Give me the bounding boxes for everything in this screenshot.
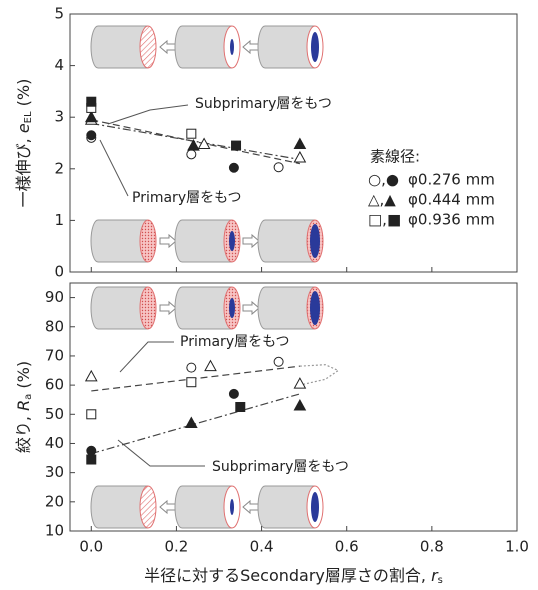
arrow [160, 235, 176, 247]
y-axis-label: 絞り, Ra (%) [14, 361, 35, 453]
label-part: (%) [14, 79, 33, 112]
marker-square [87, 410, 96, 419]
y-tick-label: 20 [45, 492, 64, 510]
x-tick-label: 0.8 [420, 538, 444, 556]
x-axis-label: 半径に対するSecondary層厚さの割合, rs [144, 566, 443, 587]
cylinder-core [310, 224, 320, 258]
y-tick-label: 0 [54, 263, 64, 281]
cylinder-core [230, 499, 234, 515]
marker-square [187, 129, 196, 138]
y-tick-label: 1 [54, 211, 64, 229]
marker-triangle [86, 371, 97, 381]
x-tick-label: 0.0 [79, 538, 103, 556]
marker-circle [87, 131, 96, 140]
label-part: 絞り, [14, 411, 33, 453]
leader-line [108, 105, 188, 124]
marker-triangle [186, 418, 197, 428]
marker-circle [229, 163, 238, 172]
figure: Subprimary層をもつ Primary層をもつ Primary層をもつ S… [0, 0, 538, 590]
marker-triangle [294, 152, 305, 162]
y-tick-label: 40 [45, 434, 64, 452]
leader-line [118, 440, 205, 466]
x-tick-label: 0.4 [250, 538, 274, 556]
legend-label: φ0.936 mm [408, 211, 495, 229]
label-part: (%) [14, 361, 33, 394]
annotation: Subprimary層をもつ [195, 96, 332, 112]
arrow [243, 41, 259, 53]
label-part: R [14, 400, 33, 411]
y-tick-label: 3 [54, 108, 64, 126]
legend-label: φ0.444 mm [408, 191, 495, 209]
annotation: Subprimary層をもつ [212, 459, 349, 475]
marker-triangle [205, 361, 216, 371]
y-axis-label: 一様伸び, eEL (%) [14, 79, 35, 208]
y-tick-label: 90 [45, 288, 64, 306]
legend-symbols: □,■ [368, 211, 401, 229]
cylinder-face [140, 26, 156, 68]
marker-circle [187, 150, 196, 159]
x-tick-label: 0.6 [335, 538, 359, 556]
trend-line [91, 120, 300, 164]
arrow [160, 302, 176, 314]
arrow [243, 235, 259, 247]
legend-title: 素線径: [370, 148, 420, 166]
y-tick-label: 5 [54, 5, 64, 23]
leader-line [100, 140, 128, 196]
y-tick-label: 30 [45, 463, 64, 481]
label-part: 一様伸び, [14, 133, 33, 207]
marker-square [87, 97, 96, 106]
cylinder-face [140, 486, 156, 528]
x-tick-label: 1.0 [505, 538, 529, 556]
label-part: s [438, 575, 443, 586]
y-tick-label: 4 [54, 56, 64, 74]
cylinder-core [310, 291, 320, 325]
x-tick-label: 0.2 [164, 538, 188, 556]
y-tick-label: 2 [54, 159, 64, 177]
marker-square [232, 141, 241, 150]
cylinder-core [311, 32, 319, 62]
label-part: 半径に対するSecondary層厚さの割合, [144, 566, 431, 585]
legend-label: φ0.276 mm [408, 171, 495, 189]
annotation: Primary層をもつ [180, 334, 290, 350]
y-tick-label: 70 [45, 346, 64, 364]
arrow [243, 501, 259, 513]
arrow [243, 302, 259, 314]
marker-square [236, 403, 245, 412]
marker-circle [229, 389, 238, 398]
cylinder-core [229, 298, 235, 318]
cylinder-core [229, 231, 235, 251]
marker-square [187, 378, 196, 387]
arrow [160, 501, 176, 513]
marker-triangle [294, 400, 305, 410]
label-part: EL [23, 111, 34, 123]
cylinder-core [311, 492, 319, 522]
marker-circle [187, 363, 196, 372]
arrow [160, 41, 176, 53]
y-tick-label: 10 [45, 522, 64, 540]
marker-triangle [86, 112, 97, 122]
y-tick-label: 50 [45, 405, 64, 423]
annotation: Primary層をもつ [132, 190, 242, 206]
marker-triangle [294, 139, 305, 149]
leader-line [120, 342, 174, 372]
legend-symbols: △,▲ [368, 191, 396, 209]
marker-circle [274, 357, 283, 366]
cylinder-face [140, 287, 156, 329]
cylinder-core [230, 39, 234, 55]
y-tick-label: 60 [45, 376, 64, 394]
legend-symbols: ○,● [368, 171, 399, 189]
marker-triangle [294, 378, 305, 388]
y-tick-label: 80 [45, 317, 64, 335]
cylinder-face [140, 220, 156, 262]
marker-square [87, 455, 96, 464]
trend-line [91, 394, 300, 454]
marker-circle [87, 446, 96, 455]
label-part: e [14, 123, 33, 133]
marker-circle [274, 163, 283, 172]
trend-line [300, 365, 338, 385]
